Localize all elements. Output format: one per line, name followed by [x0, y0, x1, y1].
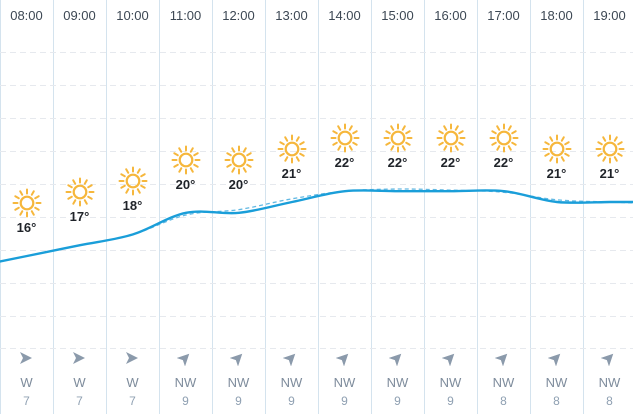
wind-direction-label: W: [73, 375, 86, 390]
wind-direction-arrow-icon: [441, 350, 458, 367]
hour-column[interactable]: 10:00 18° W 7: [106, 0, 159, 414]
hour-time-label: 14:00: [328, 8, 361, 23]
wind-direction-arrow-icon: [547, 350, 564, 367]
wind-speed-label: 9: [447, 394, 454, 408]
hour-time-label: 18:00: [540, 8, 573, 23]
wind-direction-label: W: [20, 375, 33, 390]
wind-direction-label: NW: [545, 375, 568, 390]
hour-time-label: 16:00: [434, 8, 467, 23]
hour-column[interactable]: 08:00 16° W 7: [0, 0, 53, 414]
temperature-label: 22°: [440, 155, 461, 170]
wind-direction-arrow-icon: [18, 350, 34, 366]
temperature-label: 21°: [281, 166, 302, 181]
wind-speed-label: 7: [129, 394, 136, 408]
wind-direction-arrow-icon: [600, 350, 617, 367]
hour-time-label: 10:00: [116, 8, 149, 23]
wind-direction-arrow-icon: [176, 350, 193, 367]
hour-column[interactable]: 12:00 20° NW 9: [212, 0, 265, 414]
wind-direction-label: NW: [174, 375, 197, 390]
hour-time-label: 11:00: [169, 8, 202, 23]
sun-icon: [436, 123, 466, 153]
sun-icon: [65, 177, 95, 207]
hour-column[interactable]: 15:00 22° NW 9: [371, 0, 424, 414]
wind-speed-label: 9: [288, 394, 295, 408]
wind-direction-label: NW: [439, 375, 462, 390]
sun-icon: [118, 166, 148, 196]
temperature-label: 18°: [122, 198, 143, 213]
hour-time-label: 17:00: [487, 8, 520, 23]
sun-icon: [171, 145, 201, 175]
hour-time-label: 08:00: [10, 8, 43, 23]
hour-column[interactable]: 11:00 20° NW 9: [159, 0, 212, 414]
hour-time-label: 19:00: [593, 8, 626, 23]
temperature-label: 17°: [69, 209, 90, 224]
temperature-label: 20°: [228, 177, 249, 192]
temperature-label: 22°: [387, 155, 408, 170]
wind-speed-label: 8: [500, 394, 507, 408]
wind-direction-label: NW: [227, 375, 250, 390]
hour-column[interactable]: 18:00 21° NW 8: [530, 0, 583, 414]
wind-direction-label: NW: [386, 375, 409, 390]
wind-speed-label: 7: [76, 394, 83, 408]
hour-time-label: 15:00: [381, 8, 414, 23]
wind-direction-label: NW: [280, 375, 303, 390]
temperature-label: 20°: [175, 177, 196, 192]
hour-column[interactable]: 14:00 22° NW 9: [318, 0, 371, 414]
wind-speed-label: 8: [606, 394, 613, 408]
sun-icon: [542, 134, 572, 164]
sun-icon: [489, 123, 519, 153]
wind-direction-label: W: [126, 375, 139, 390]
wind-speed-label: 9: [341, 394, 348, 408]
temperature-label: 21°: [546, 166, 567, 181]
wind-direction-arrow-icon: [494, 350, 511, 367]
wind-speed-label: 8: [553, 394, 560, 408]
sun-icon: [277, 134, 307, 164]
temperature-label: 22°: [493, 155, 514, 170]
wind-direction-label: NW: [598, 375, 621, 390]
temperature-label: 22°: [334, 155, 355, 170]
hour-column[interactable]: 17:00 22° NW 8: [477, 0, 530, 414]
wind-speed-label: 9: [182, 394, 189, 408]
wind-direction-label: NW: [492, 375, 515, 390]
wind-speed-label: 7: [23, 394, 30, 408]
sun-icon: [224, 145, 254, 175]
hour-column[interactable]: 16:00 22° NW 9: [424, 0, 477, 414]
wind-direction-label: NW: [333, 375, 356, 390]
wind-direction-arrow-icon: [71, 350, 87, 366]
temperature-series-dashed-line: [0, 188, 633, 263]
wind-direction-arrow-icon: [388, 350, 405, 367]
wind-direction-arrow-icon: [282, 350, 299, 367]
hour-time-label: 13:00: [275, 8, 308, 23]
wind-speed-label: 9: [235, 394, 242, 408]
wind-direction-arrow-icon: [124, 350, 140, 366]
hour-time-label: 12:00: [222, 8, 255, 23]
hour-column[interactable]: 09:00 17° W 7: [53, 0, 106, 414]
sun-icon: [383, 123, 413, 153]
wind-direction-arrow-icon: [229, 350, 246, 367]
wind-speed-label: 9: [394, 394, 401, 408]
wind-direction-arrow-icon: [335, 350, 352, 367]
hour-time-label: 09:00: [63, 8, 96, 23]
hour-column[interactable]: 13:00 21° NW 9: [265, 0, 318, 414]
temperature-label: 16°: [16, 220, 37, 235]
sun-icon: [330, 123, 360, 153]
hour-column[interactable]: 19:00 21° NW 8: [583, 0, 633, 414]
temperature-series-line: [0, 189, 633, 263]
temperature-label: 21°: [599, 166, 620, 181]
sun-icon: [12, 188, 42, 218]
sun-icon: [595, 134, 625, 164]
